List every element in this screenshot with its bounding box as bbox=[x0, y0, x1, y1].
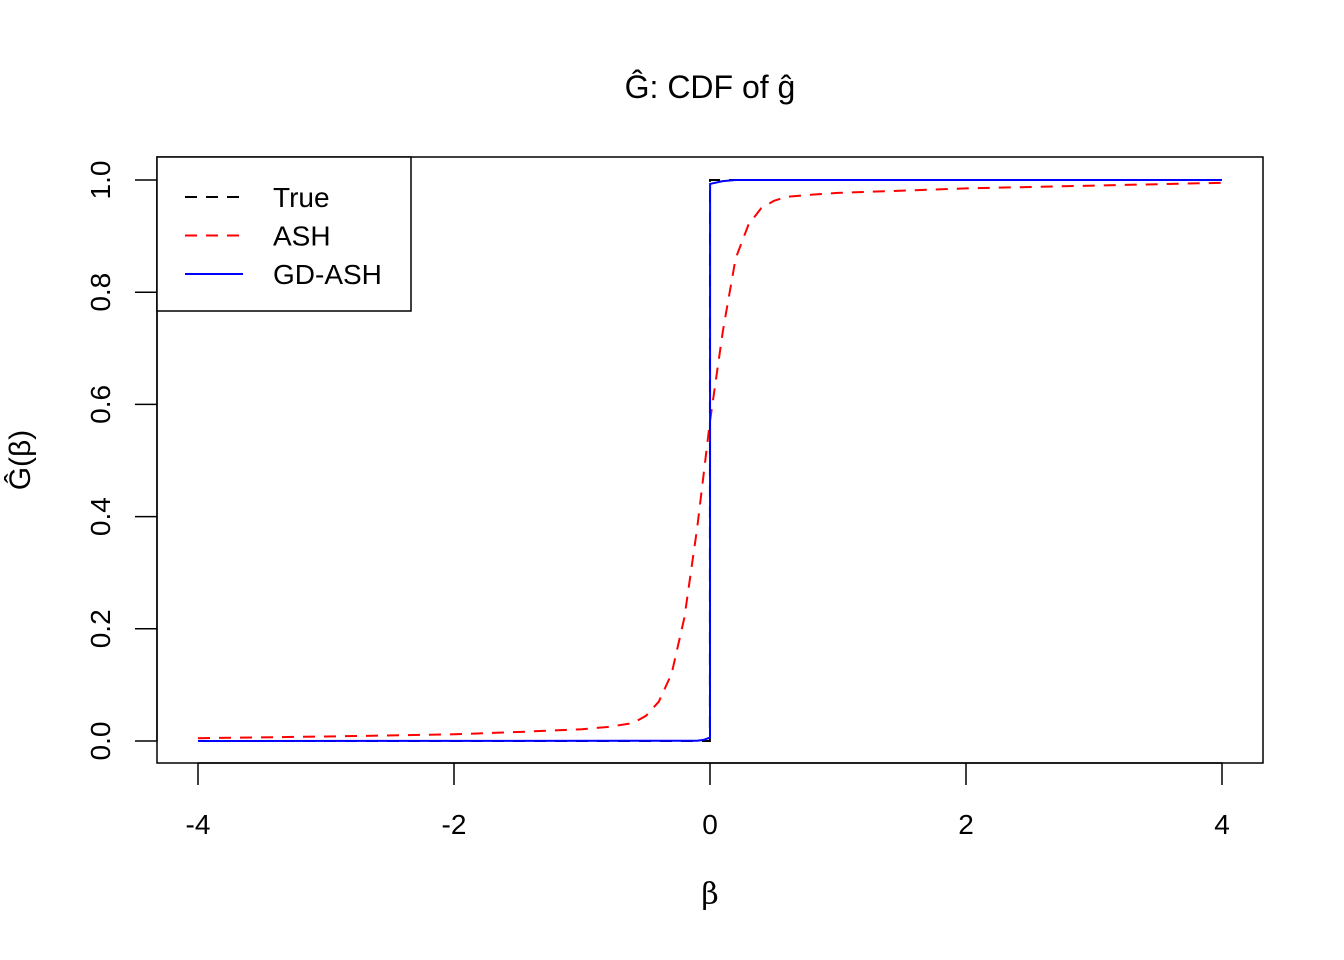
y-axis: 0.0 0.2 0.4 0.6 0.8 1.0 bbox=[85, 161, 158, 761]
legend: True ASH GD-ASH bbox=[156, 156, 412, 312]
x-tick-label: -4 bbox=[186, 809, 211, 840]
legend-label-gd-ash: GD-ASH bbox=[273, 259, 382, 290]
chart-title: Ĝ: CDF of ĝ bbox=[625, 69, 796, 105]
x-tick-label: 4 bbox=[1214, 809, 1230, 840]
x-axis: -4 -2 0 2 4 bbox=[186, 762, 1230, 840]
series-gd-ash-line bbox=[197, 179, 1222, 742]
y-axis-label: Ĝ(β) bbox=[3, 430, 37, 491]
legend-box bbox=[156, 156, 412, 312]
y-tick-label: 1.0 bbox=[85, 161, 116, 200]
legend-label-true: True bbox=[273, 182, 330, 213]
y-tick-label: 0.4 bbox=[85, 497, 116, 536]
x-tick-label: 2 bbox=[958, 809, 974, 840]
y-tick-label: 0.8 bbox=[85, 273, 116, 312]
x-tick-label: -2 bbox=[442, 809, 467, 840]
series-lines bbox=[197, 179, 1223, 742]
legend-label-ash: ASH bbox=[273, 221, 331, 252]
x-axis-label: β bbox=[701, 877, 718, 912]
y-tick-label: 0.2 bbox=[85, 609, 116, 648]
y-tick-label: 0.0 bbox=[85, 722, 116, 761]
y-tick-label: 0.6 bbox=[85, 385, 116, 424]
x-tick-label: 0 bbox=[702, 809, 718, 840]
series-ash-line bbox=[197, 181, 1223, 740]
